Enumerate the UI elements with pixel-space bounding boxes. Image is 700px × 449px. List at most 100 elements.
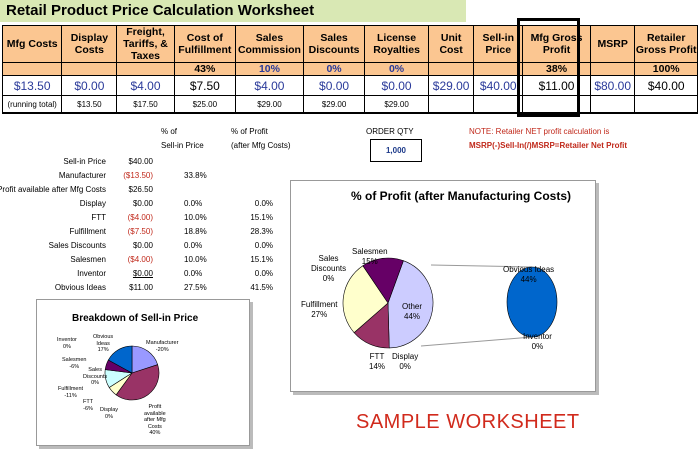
- sellin-slice-profit: [115, 364, 160, 401]
- table-percent-0: [1, 62, 63, 76]
- breakdown-label: Inventor: [77, 269, 106, 278]
- table-header-6: License Royalties: [364, 25, 429, 63]
- profit-slice-other: [387, 260, 434, 349]
- breakdown-amount: ($13.50): [123, 171, 153, 180]
- table-value-6: $0.00: [364, 75, 429, 96]
- table-header-2: Freight, Tariffs, & Taxes: [116, 25, 175, 63]
- sellin-label-salesmen: Salesmen -6%: [62, 357, 87, 370]
- table-header-4: Sales Commission: [235, 25, 304, 63]
- breakdown-pct-sellin: 10.0%: [184, 255, 207, 264]
- order-qty-input[interactable]: 1,000: [370, 139, 422, 162]
- table-value-3: $7.50: [173, 75, 237, 96]
- breakdown-pct-sellin: 27.5%: [184, 283, 207, 292]
- table-running-3: $25.00: [173, 95, 237, 114]
- table-value-0[interactable]: $13.50: [1, 75, 63, 96]
- sellin-chart: Breakdown of Sell-in Price Inventor 0% Ob…: [36, 299, 250, 446]
- pct-profit-header-2: (after Mfg Costs): [231, 141, 291, 150]
- breakdown-pct-profit: 0.0%: [254, 199, 273, 208]
- breakdown-amount: ($7.50): [127, 227, 153, 236]
- price-table: Mfg Costs Display Costs Freight, Tariffs, …: [1, 25, 698, 114]
- table-value-10[interactable]: $80.00: [589, 75, 636, 96]
- worksheet-title: Retail Product Price Calculation Workshe…: [0, 0, 466, 22]
- breakdown-pct-sellin: 0.0%: [184, 199, 203, 208]
- sellin-chart-title: Breakdown of Sell-in Price: [72, 313, 199, 324]
- sellin-label-ftt: FTT -6%: [83, 399, 94, 412]
- table-percent-10: [589, 62, 636, 76]
- table-percent-6: 0%: [364, 62, 429, 76]
- pct-profit-header-1: % of Profit: [231, 127, 268, 136]
- breakdown-pct-profit: 15.1%: [250, 213, 273, 222]
- table-percent-1: [61, 62, 118, 76]
- table-header-1: Display Costs: [61, 25, 118, 63]
- breakdown-label: Profit available after Mfg Costs: [0, 185, 106, 194]
- sellin-label-fulfillment: Fulfillment -11%: [58, 386, 84, 399]
- sellin-label-display: Display 0%: [100, 407, 119, 420]
- breakdown-label: Display: [79, 199, 106, 208]
- breakdown-pct-profit: 15.1%: [250, 255, 273, 264]
- table-value-7[interactable]: $29.00: [427, 75, 475, 96]
- table-value-11: $40.00: [634, 75, 698, 96]
- breakdown-amount: $40.00: [128, 157, 153, 166]
- table-running-8: [473, 95, 524, 114]
- breakdown-pct-sellin: 18.8%: [184, 227, 207, 236]
- table-percent-7: [427, 62, 475, 76]
- breakdown-label: Salesmen: [70, 255, 106, 264]
- profit-chart-svg: [342, 257, 558, 349]
- breakdown-amount: ($4.00): [127, 213, 153, 222]
- breakdown-label: Sales Discounts: [48, 241, 106, 250]
- order-qty-label: ORDER QTY: [366, 127, 414, 136]
- table-header-8: Sell-in Price: [473, 25, 524, 63]
- table-percent-3: 43%: [173, 62, 237, 76]
- note-line-1: NOTE: Retailer NET profit calculation is: [469, 127, 610, 136]
- table-running-2: $17.50: [116, 95, 175, 114]
- table-percent-2: [116, 62, 175, 76]
- breakdown-pct-profit: 0.0%: [254, 269, 273, 278]
- breakdown-label: FTT: [91, 213, 106, 222]
- sellin-label-manufacturer: Manufacturer -20%: [146, 340, 179, 353]
- pct-sellin-header-1: % of: [161, 127, 178, 136]
- sellin-chart-svg: [104, 345, 160, 401]
- table-header-0: Mfg Costs: [1, 25, 63, 63]
- table-value-2[interactable]: $4.00: [116, 75, 175, 96]
- breakdown-pct-profit: 28.3%: [250, 227, 273, 236]
- table-percent-5: 0%: [302, 62, 366, 76]
- label-salesmen: Salesmen 15%: [352, 247, 388, 266]
- label-obvious-ideas: Obvious Ideas 44%: [503, 265, 555, 284]
- breakdown-amount: $0.00: [132, 269, 153, 278]
- note-line-2: MSRP(-)Sell-In(/)MSRP=Retailer Net Profi…: [469, 141, 628, 150]
- breakdown-amount: $26.50: [128, 185, 153, 194]
- sellin-label-discounts: Sales Discounts 0%: [83, 367, 108, 386]
- breakout-connector-bottom: [420, 336, 533, 347]
- profit-chart-title: % of Profit (after Manufacturing Costs): [351, 189, 572, 203]
- pct-sellin-header-2: Sell-in Price: [161, 141, 204, 150]
- table-header-11: Retailer Gross Profit: [634, 25, 698, 63]
- sellin-label-obvious: Obvious Ideas 17%: [93, 334, 114, 353]
- label-fulfillment: Fulfillment 27%: [301, 300, 338, 319]
- breakdown-amount: $0.00: [132, 241, 153, 250]
- mfg-gross-profit-highlight: [517, 18, 580, 117]
- breakdown-pct-profit: 41.5%: [250, 283, 273, 292]
- table-running-11: [634, 95, 698, 114]
- table-header-3: Cost of Fulfillment: [173, 25, 237, 63]
- table-running-4: $29.00: [235, 95, 304, 114]
- table-running-7: [427, 95, 475, 114]
- table-header-7: Unit Cost: [427, 25, 475, 63]
- breakdown-pct-sellin: 0.0%: [184, 241, 203, 250]
- breakdown-amount: $0.00: [132, 199, 153, 208]
- breakdown-amount: $11.00: [129, 283, 153, 292]
- breakout-slice-obvious-ideas: [506, 266, 558, 338]
- breakdown-pct-sellin: 10.0%: [184, 213, 207, 222]
- table-value-1[interactable]: $0.00: [61, 75, 118, 96]
- label-inventor: Inventor 0%: [523, 332, 552, 351]
- breakdown-amount: ($4.00): [127, 255, 153, 264]
- table-header-10: MSRP: [589, 25, 636, 63]
- breakdown-pct-sellin: 33.8%: [184, 171, 207, 180]
- table-running-6: $29.00: [364, 95, 429, 114]
- profit-slice-fulfillment: [342, 265, 389, 334]
- table-value-8[interactable]: $40.00: [473, 75, 524, 96]
- breakdown-pct-profit: 0.0%: [254, 241, 273, 250]
- label-other: Other 44%: [402, 302, 423, 321]
- breakdown-label: Fulfillment: [69, 227, 106, 236]
- table-percent-8: [473, 62, 524, 76]
- sellin-slice-obvious-ideas: [107, 345, 133, 374]
